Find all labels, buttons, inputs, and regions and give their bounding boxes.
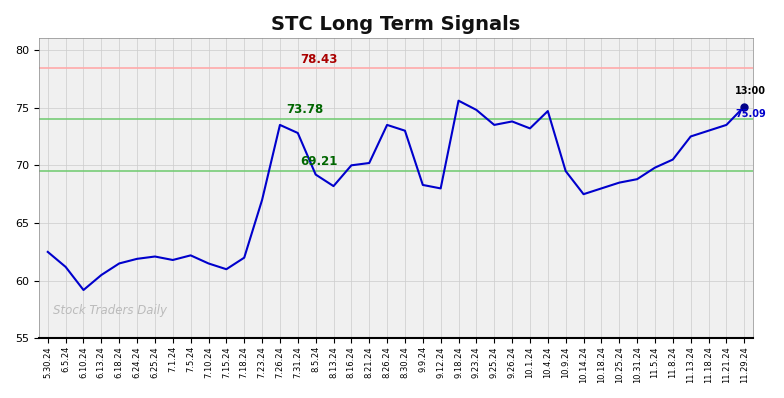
Title: STC Long Term Signals: STC Long Term Signals: [271, 15, 521, 34]
Text: 13:00: 13:00: [735, 86, 766, 96]
Text: 69.21: 69.21: [300, 155, 338, 168]
Text: 75.09: 75.09: [735, 109, 766, 119]
Text: 78.43: 78.43: [300, 53, 338, 66]
Text: Stock Traders Daily: Stock Traders Daily: [53, 304, 167, 318]
Text: 73.78: 73.78: [286, 103, 324, 116]
